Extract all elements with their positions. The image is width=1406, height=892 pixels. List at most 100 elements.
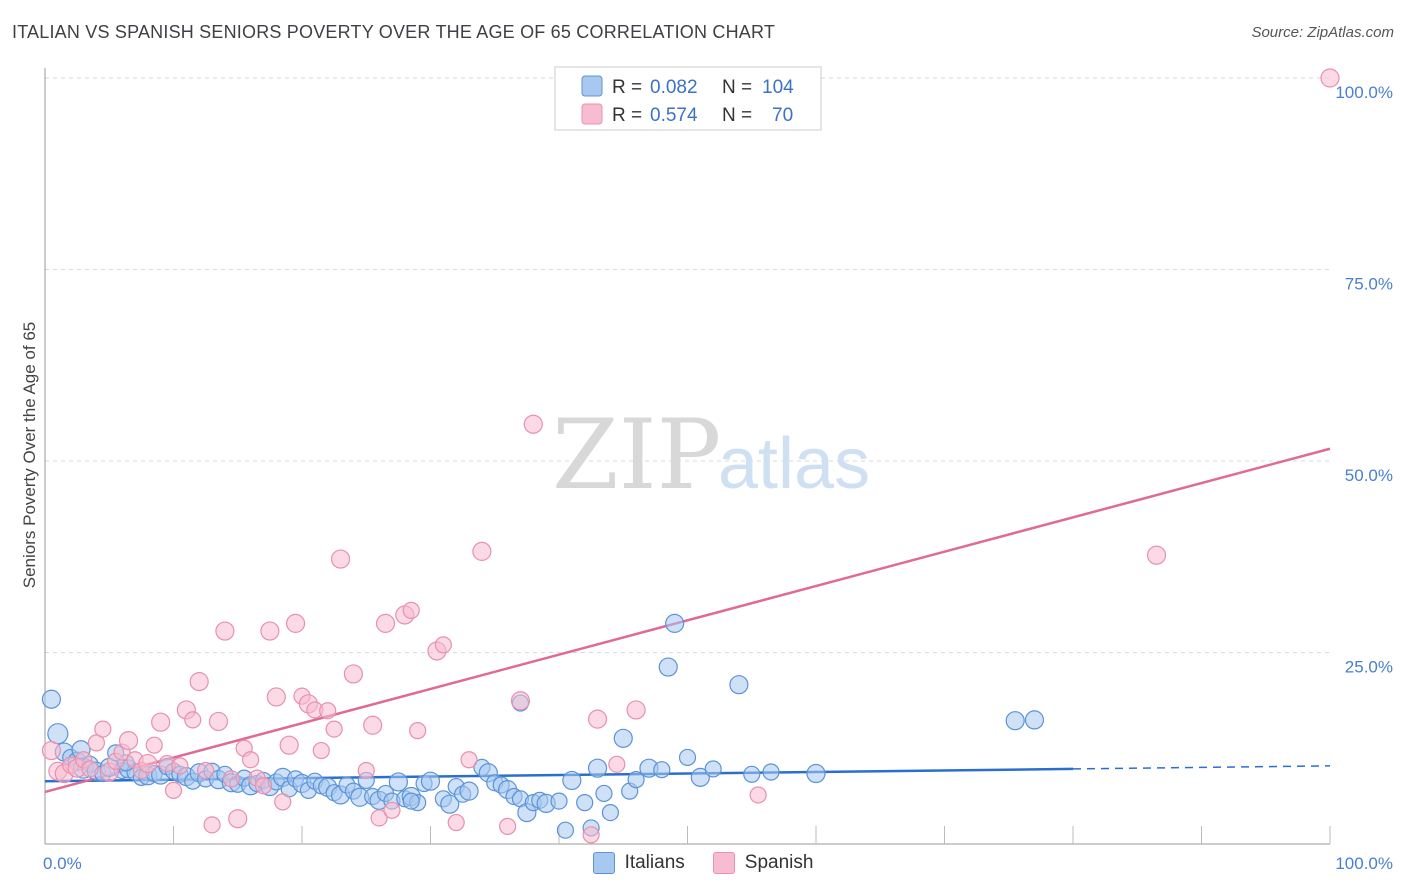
y-tick-label: 75.0% — [1345, 275, 1393, 294]
spanish-point — [1146, 545, 1167, 565]
y-tick-label: 25.0% — [1345, 658, 1393, 677]
italians-point — [653, 761, 671, 779]
italians-point — [678, 748, 697, 767]
italians-point — [743, 765, 761, 783]
spanish-point — [626, 700, 646, 720]
spanish-point — [357, 761, 375, 780]
spanish-point — [499, 817, 517, 835]
watermark: ZIP atlas — [552, 399, 870, 511]
italians-point — [47, 723, 69, 745]
x-tick-label: 0.0% — [43, 854, 82, 873]
spanish-point — [1320, 68, 1340, 88]
italians-point — [440, 794, 460, 814]
legend-n-value-spanish: 70 — [772, 105, 793, 126]
source-label: Source: ZipAtlas.com — [1251, 24, 1394, 41]
italians-point — [601, 803, 620, 822]
spanish-point — [41, 740, 62, 761]
italians-point — [576, 794, 594, 812]
watermark-zip: ZIP — [552, 399, 721, 511]
spanish-point — [325, 720, 343, 738]
spanish-point — [184, 711, 202, 729]
legend-swatch-spanish — [581, 103, 603, 125]
legend-item-spanish[interactable]: Spanish — [712, 852, 814, 874]
legend-n-label-italians: N = — [722, 77, 752, 98]
spanish-point — [260, 621, 280, 641]
spanish-point — [312, 741, 330, 760]
spanish-point — [472, 541, 492, 561]
italians-point — [388, 772, 408, 792]
spanish-point — [749, 786, 767, 804]
chart-title: ITALIAN VS SPANISH SENIORS POVERTY OVER … — [12, 22, 776, 42]
spanish-point — [222, 770, 240, 788]
spanish-point — [402, 601, 420, 619]
legend-item-italians[interactable]: Italians — [592, 852, 685, 874]
spanish-point — [254, 777, 273, 795]
legend-n-value-italians: 104 — [762, 77, 794, 98]
spanish-point — [587, 709, 608, 729]
legend-label: Spanish — [744, 852, 814, 873]
spanish-point — [208, 711, 229, 732]
spanish-point — [138, 753, 158, 774]
italians-point — [459, 781, 479, 801]
spanish-point — [330, 549, 351, 569]
spanish-point — [523, 414, 543, 434]
spanish-point — [434, 636, 452, 654]
tick-labels: 25.0% 50.0% 75.0% 100.0% 0.0% 100.0% — [43, 83, 1393, 873]
legend-r-value-spanish: 0.574 — [650, 105, 698, 126]
italians-point — [587, 758, 608, 778]
legend-label: Italians — [624, 852, 685, 873]
italians-trend-extension — [1072, 765, 1331, 770]
italians-point — [41, 689, 62, 709]
x-tick-label: 100.0% — [1335, 854, 1393, 873]
watermark-atlas: atlas — [718, 424, 870, 504]
spanish-point — [215, 621, 235, 641]
italians-point — [665, 613, 685, 633]
spanish-point — [274, 793, 292, 811]
italians-point — [658, 657, 678, 677]
italians-point — [402, 792, 420, 810]
spanish-point — [279, 735, 299, 755]
y-tick-label: 100.0% — [1335, 83, 1393, 102]
spanish-point — [81, 760, 99, 778]
spanish-point — [409, 722, 427, 740]
spanish-point — [242, 751, 260, 769]
y-tick-label: 50.0% — [1345, 466, 1393, 485]
spanish-point — [171, 757, 189, 775]
spanish-point — [118, 730, 139, 751]
spanish-point — [370, 809, 388, 827]
legend-r-value-italians: 0.082 — [650, 77, 698, 98]
spanish-point — [203, 816, 221, 834]
spanish-point — [363, 715, 383, 735]
spanish-point — [164, 781, 183, 799]
spanish-point — [510, 691, 531, 711]
gridlines — [45, 77, 1330, 653]
italians-point — [690, 767, 710, 787]
legend-swatch-italians — [581, 75, 603, 97]
legend-r-label-spanish: R = — [612, 105, 642, 126]
italians-point — [762, 763, 780, 781]
legend-r-label-italians: R = — [612, 77, 642, 98]
spanish-trend-line — [44, 447, 1331, 794]
axes — [44, 68, 1331, 845]
italians-point — [613, 728, 633, 748]
spanish-point — [608, 755, 626, 773]
spanish-point — [319, 702, 337, 720]
spanish-point — [189, 672, 209, 692]
legend-swatch — [592, 852, 615, 874]
spanish-point — [343, 664, 363, 684]
italians-point — [556, 821, 575, 839]
italians-point — [550, 792, 568, 810]
spanish-point — [383, 801, 401, 819]
spanish-point — [94, 720, 112, 738]
italians-point — [420, 771, 441, 791]
italians-point — [627, 771, 645, 789]
spanish-point — [266, 687, 286, 707]
italians-point — [595, 784, 613, 803]
spanish-point — [197, 761, 215, 780]
italians-point — [1005, 711, 1025, 731]
italians-point — [704, 760, 722, 778]
spanish-point — [228, 809, 248, 829]
spanish-point — [582, 826, 600, 844]
correlation-legend: R = 0.082 N = 104 R = 0.574 N = 70 — [554, 66, 822, 131]
